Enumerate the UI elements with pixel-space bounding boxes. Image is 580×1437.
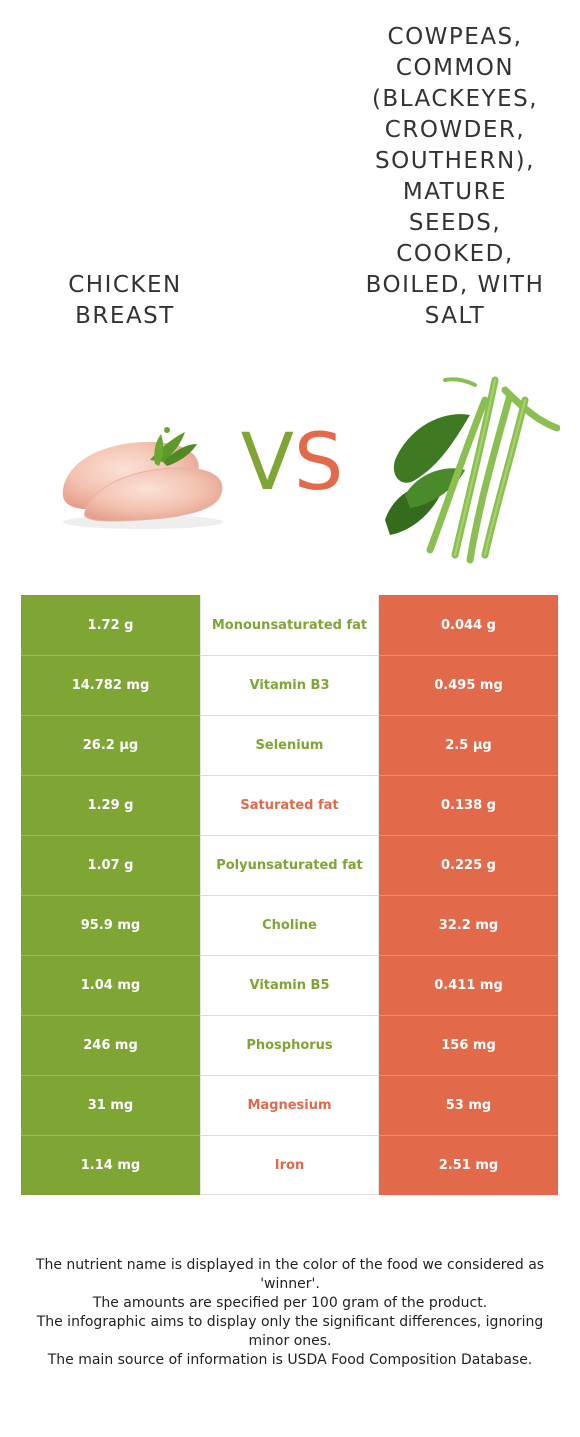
footer-line: The amounts are specified per 100 gram o… <box>92 1295 488 1311</box>
right-value: 53 mg <box>379 1075 558 1135</box>
right-value: 0.495 mg <box>379 655 558 715</box>
left-value: 95.9 mg <box>21 895 200 955</box>
footer-line: The nutrient name is displayed in the co… <box>35 1257 545 1292</box>
left-value: 31 mg <box>21 1075 200 1135</box>
comparison-table: 1.72 g Monounsaturated fat 0.044 g 14.782 m… <box>21 595 558 1195</box>
right-value: 32.2 mg <box>379 895 558 955</box>
left-value: 246 mg <box>21 1015 200 1075</box>
nutrient-name: Saturated fat <box>200 775 379 835</box>
table-row: 31 mg Magnesium 53 mg <box>21 1075 558 1135</box>
right-value: 0.044 g <box>379 595 558 655</box>
nutrient-name: Phosphorus <box>200 1015 379 1075</box>
nutrient-name: Selenium <box>200 715 379 775</box>
table-row: 95.9 mg Choline 32.2 mg <box>21 895 558 955</box>
table-row: 1.72 g Monounsaturated fat 0.044 g <box>21 595 558 655</box>
footer-line: The main source of information is USDA F… <box>47 1352 533 1368</box>
left-value: 14.782 mg <box>21 655 200 715</box>
left-value: 1.29 g <box>21 775 200 835</box>
nutrient-name: Monounsaturated fat <box>200 595 379 655</box>
table-row: 26.2 µg Selenium 2.5 µg <box>21 715 558 775</box>
right-value: 0.138 g <box>379 775 558 835</box>
nutrient-name: Vitamin B3 <box>200 655 379 715</box>
vs-label: VS <box>222 418 362 508</box>
table-row: 1.14 mg Iron 2.51 mg <box>21 1135 558 1195</box>
table-row: 1.07 g Polyunsaturated fat 0.225 g <box>21 835 558 895</box>
nutrient-name: Polyunsaturated fat <box>200 835 379 895</box>
vs-s: S <box>293 418 344 508</box>
nutrient-name: Choline <box>200 895 379 955</box>
table-row: 14.782 mg Vitamin B3 0.495 mg <box>21 655 558 715</box>
nutrient-name: Iron <box>200 1135 379 1195</box>
left-value: 1.04 mg <box>21 955 200 1015</box>
right-value: 2.5 µg <box>379 715 558 775</box>
right-value: 2.51 mg <box>379 1135 558 1195</box>
right-value: 0.225 g <box>379 835 558 895</box>
table-row: 246 mg Phosphorus 156 mg <box>21 1015 558 1075</box>
footer-line: The infographic aims to display only the… <box>36 1314 544 1349</box>
nutrient-name: Vitamin B5 <box>200 955 379 1015</box>
left-value: 1.14 mg <box>21 1135 200 1195</box>
table-row: 1.29 g Saturated fat 0.138 g <box>21 775 558 835</box>
table-row: 1.04 mg Vitamin B5 0.411 mg <box>21 955 558 1015</box>
nutrient-name: Magnesium <box>200 1075 379 1135</box>
vs-v: V <box>240 418 294 508</box>
chicken-breast-image <box>62 427 223 529</box>
footer-notes: The nutrient name is displayed in the co… <box>30 1256 550 1370</box>
left-value: 1.72 g <box>21 595 200 655</box>
left-value: 1.07 g <box>21 835 200 895</box>
cowpeas-image <box>385 376 560 564</box>
left-value: 26.2 µg <box>21 715 200 775</box>
right-food-title: Cowpeas, common (blackeyes, crowder, sou… <box>365 24 545 329</box>
right-value: 156 mg <box>379 1015 558 1075</box>
left-food-title: Chicken breast <box>68 272 182 329</box>
right-value: 0.411 mg <box>379 955 558 1015</box>
